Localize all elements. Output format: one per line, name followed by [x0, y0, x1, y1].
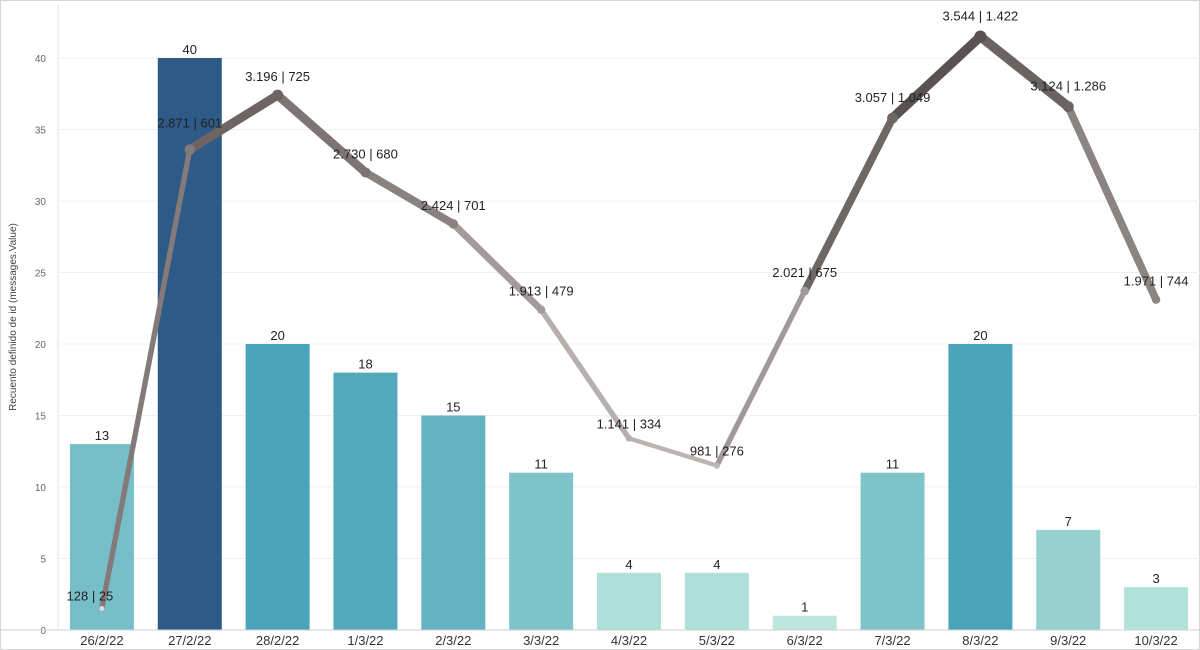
- y-axis-title: Recuento definido de id (messages.Value): [8, 223, 19, 411]
- x-tick-label: 28/2/22: [256, 633, 299, 648]
- bar-layer: [69, 58, 1189, 630]
- bar: [948, 344, 1013, 630]
- line-point: [974, 30, 987, 43]
- x-tick-label: 8/3/22: [962, 633, 998, 648]
- line-point: [360, 167, 371, 178]
- line-segment: [887, 31, 986, 123]
- bar: [333, 372, 398, 630]
- line-value-label: 1.141 | 334: [597, 416, 662, 431]
- x-tick-label: 4/3/22: [611, 633, 647, 648]
- line-segment: [975, 31, 1073, 112]
- bar: [1036, 529, 1101, 630]
- y-tick-label: 30: [35, 197, 47, 208]
- y-tick-label: 40: [35, 54, 47, 65]
- line-point: [800, 286, 809, 296]
- x-tick-label: 6/3/22: [787, 633, 823, 648]
- bar: [421, 415, 486, 630]
- line-segment: [99, 146, 193, 612]
- bar-value-label: 18: [358, 357, 372, 372]
- bar: [860, 472, 925, 630]
- y-tick-label: 25: [35, 269, 47, 280]
- line-value-label: 3.196 | 725: [245, 69, 310, 84]
- bar: [157, 58, 222, 630]
- y-tick-label: 35: [35, 126, 47, 137]
- bar-value-label: 20: [973, 328, 987, 343]
- y-tick-label: 10: [35, 483, 47, 494]
- bar-value-label: 15: [446, 400, 460, 415]
- line-value-label: 981 | 276: [690, 444, 744, 459]
- x-tick-label: 27/2/22: [168, 633, 211, 648]
- bar: [1124, 587, 1189, 630]
- x-tick-label: 26/2/22: [80, 633, 123, 648]
- y-tick-label: 15: [35, 412, 47, 423]
- line-segment: [800, 114, 897, 295]
- line-value-label: 2.424 | 701: [421, 198, 486, 213]
- line-point: [625, 435, 633, 442]
- line-segment: [273, 90, 370, 177]
- bar-value-label: 11: [886, 457, 900, 472]
- line-point: [713, 462, 720, 469]
- x-tick-label: 9/3/22: [1050, 633, 1086, 648]
- bar: [772, 615, 837, 630]
- bar-value-label: 11: [534, 457, 548, 472]
- bar: [597, 572, 661, 630]
- x-tick-label: 3/3/22: [523, 633, 559, 648]
- line-segment: [714, 288, 808, 469]
- line-segment: [626, 436, 720, 468]
- x-axis-layer: 26/2/22 27/2/22 28/2/22 1/3/22 2/3/22 3/3/22 4…: [0, 629, 1200, 648]
- bar-value-label: 3: [1152, 571, 1159, 586]
- bar-value-label: 7: [1065, 514, 1072, 529]
- x-tick-label: 7/3/22: [874, 633, 910, 648]
- bar-value-label: 20: [270, 328, 284, 343]
- line-point: [184, 144, 196, 155]
- x-tick-label: 1/3/22: [347, 633, 383, 648]
- line-value-label: 2.021 | 675: [772, 265, 837, 280]
- bar: [509, 472, 574, 630]
- bar-value-label: 13: [95, 428, 109, 443]
- line-point: [536, 305, 546, 314]
- x-tick-label: 10/3/22: [1134, 633, 1177, 648]
- line-point: [887, 112, 898, 124]
- bar-value-label: 4: [713, 557, 720, 572]
- bar-value-label: 4: [625, 557, 632, 572]
- line-point: [99, 606, 105, 612]
- line-value-label: 128 | 25: [67, 589, 114, 604]
- y-tick-label: 5: [40, 555, 46, 566]
- line-value-label: 1.913 | 479: [509, 284, 574, 299]
- y-tick-layer: 0 5 10 15 20 25 30 35 40: [35, 54, 47, 637]
- line-segment: [1064, 102, 1160, 304]
- line-value-label: 3.124 | 1.286: [1030, 79, 1106, 94]
- bar: [684, 572, 749, 630]
- line-segment: [361, 168, 458, 228]
- y-tick-label: 0: [40, 626, 46, 637]
- line-value-label: 3.057 | 1.049: [855, 90, 931, 105]
- x-tick-label: 5/3/22: [699, 633, 735, 648]
- bar-value-label: 40: [183, 42, 197, 57]
- y-tick-label: 20: [35, 340, 47, 351]
- line-layer: [99, 30, 1161, 612]
- line-point: [1151, 295, 1161, 304]
- line-value-label: 2.871 | 601: [157, 116, 222, 131]
- line-segment: [185, 90, 283, 154]
- bar-value-label: 1: [801, 600, 808, 615]
- line-value-label: 2.730 | 680: [333, 146, 398, 161]
- bar: [245, 344, 310, 630]
- x-tick-label: 2/3/22: [435, 633, 471, 648]
- line-point: [1062, 101, 1074, 113]
- line-value-label: 3.544 | 1.422: [943, 9, 1019, 24]
- line-value-label: 1.971 | 744: [1124, 274, 1189, 289]
- line-segment: [449, 220, 545, 314]
- line-point: [448, 219, 459, 229]
- line-segment: [538, 306, 632, 442]
- line-point: [272, 89, 284, 101]
